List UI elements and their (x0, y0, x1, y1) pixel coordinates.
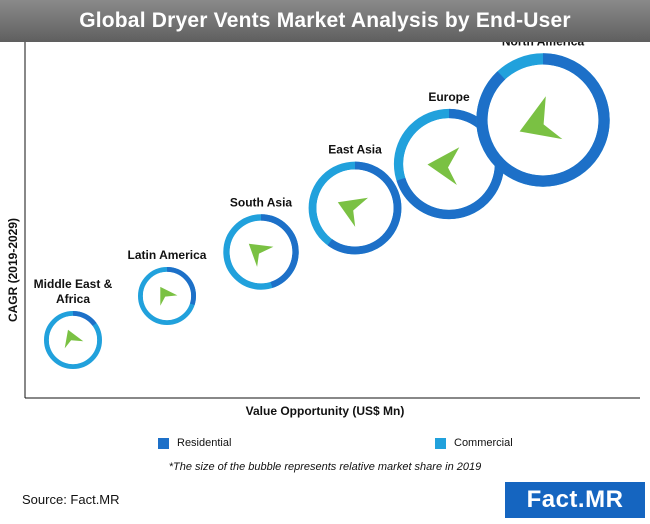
bubble-label-middle-east-africa: Middle East & (34, 277, 113, 291)
arrow-icon (248, 243, 274, 267)
bubble-label-north-america: North America (502, 42, 585, 48)
chart-title: Global Dryer Vents Market Analysis by En… (79, 9, 571, 32)
y-axis-label-wrapper: CAGR (2019-2029) (2, 200, 24, 340)
legend-label-residential: Residential (177, 437, 232, 449)
bubble-label-south-asia: South Asia (230, 195, 293, 209)
bubble-label-europe: Europe (428, 90, 470, 104)
bubble-middle-east-africa: Middle East &Africa (34, 277, 113, 369)
bubble-ring-residential-middle-east-africa (43, 311, 102, 369)
bubble-layer: Middle East &Africa Latin America South As… (34, 42, 610, 369)
arrow-icon (337, 197, 368, 227)
bubble-size-note: *The size of the bubble represents relat… (168, 461, 482, 473)
legend-swatch-residential (158, 437, 169, 449)
bubble-east-asia: East Asia (308, 143, 402, 255)
logo-text: Fact.MR (526, 486, 624, 513)
bubble-north-america: North America (476, 42, 610, 187)
legend-swatch-commercial (435, 437, 446, 449)
bubble-ring-residential-north-america (476, 53, 610, 187)
bubble-label-middle-east-africa: Africa (56, 292, 90, 306)
source-text: Source: Fact.MR (22, 492, 120, 507)
factmr-logo: Fact.MR (505, 482, 645, 518)
bubble-label-east-asia: East Asia (328, 143, 382, 157)
bubble-south-asia: South Asia (223, 195, 299, 290)
bubble-ring-residential-east-asia (308, 161, 402, 255)
legend-item-residential: Residential (158, 437, 231, 449)
arrow-icon (519, 96, 563, 140)
arrow-icon (160, 286, 178, 306)
bubble-ring-residential-south-asia (223, 214, 299, 290)
legend-label-commercial: Commercial (454, 437, 513, 449)
legend-item-commercial: Commercial (435, 437, 513, 449)
x-axis-label: Value Opportunity (US$ Mn) (245, 404, 405, 418)
arrow-icon (427, 147, 460, 185)
y-axis-label: CAGR (2019-2029) (6, 217, 20, 323)
bubble-ring-residential-latin-america (137, 267, 196, 326)
chart-plot: Middle East &Africa Latin America South As… (24, 42, 640, 399)
bubble-latin-america: Latin America (128, 248, 207, 326)
chart-title-bar: Global Dryer Vents Market Analysis by En… (0, 0, 650, 42)
bubble-label-latin-america: Latin America (128, 248, 207, 262)
arrow-icon (64, 329, 84, 349)
